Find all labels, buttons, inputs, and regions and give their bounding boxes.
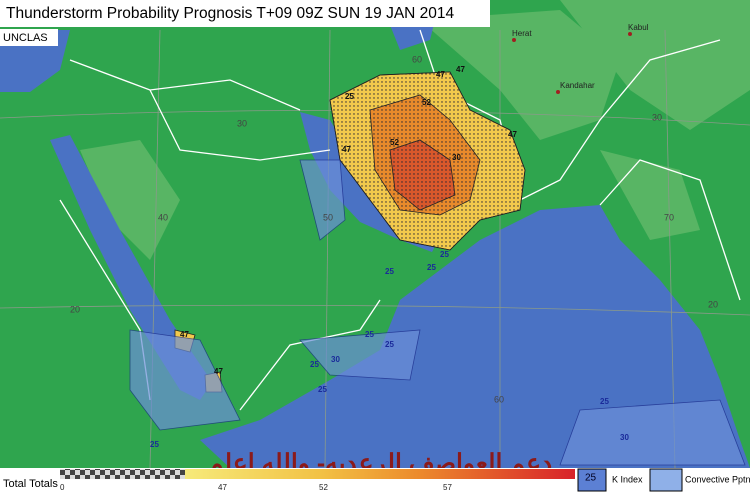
contour-label: 47 <box>436 70 445 79</box>
contour-label: 47 <box>508 130 517 139</box>
grid-label: 60 <box>494 394 504 404</box>
contour-label: 25 <box>365 330 374 339</box>
classification-box <box>0 29 58 46</box>
grid-label: 20 <box>70 304 80 314</box>
grid-label: 20 <box>708 299 718 309</box>
k-index-swatch <box>577 468 607 492</box>
scale-label: 57 <box>443 483 452 492</box>
contour-label: 30 <box>331 355 340 364</box>
contour-label: 47 <box>456 65 465 74</box>
grid-label: 60 <box>412 54 422 64</box>
city-dot <box>512 38 516 42</box>
contour-label: 25 <box>427 263 436 272</box>
contour-label: 25 <box>600 397 609 406</box>
convective-swatch <box>649 468 683 492</box>
city-dot <box>556 90 560 94</box>
grid-label: 40 <box>158 212 168 222</box>
legend-title: Total Totals <box>3 478 58 490</box>
scale-bar <box>185 469 575 479</box>
terrain <box>80 0 750 260</box>
grid-label: 50 <box>323 212 333 222</box>
contour-label: 25 <box>385 267 394 276</box>
contour-label: 47 <box>342 145 351 154</box>
city-label: Herat <box>512 29 532 38</box>
contour-label: 30 <box>620 433 629 442</box>
classification: UNCLAS <box>3 32 48 44</box>
contour-label: 30 <box>452 153 461 162</box>
scale-label: 0 <box>60 483 65 492</box>
title-box <box>0 0 490 27</box>
k-index-value: 25 <box>585 473 597 484</box>
city-label: Kabul <box>628 23 649 32</box>
k-index-areas <box>129 159 746 466</box>
storm-area <box>174 71 526 393</box>
convective-label: Convective Pptn <box>685 474 750 484</box>
contour-label: 52 <box>422 98 431 107</box>
contour-label: 47 <box>180 330 189 339</box>
contour-label: 25 <box>310 360 319 369</box>
grid-label: 30 <box>237 118 247 128</box>
contour-label: 25 <box>318 385 327 394</box>
contour-label: 25 <box>440 250 449 259</box>
contour-label: 25 <box>385 340 394 349</box>
contour-label: 25 <box>150 440 159 449</box>
contour-label: 47 <box>214 367 223 376</box>
grid-label: 30 <box>652 112 662 122</box>
city-dot <box>628 32 632 36</box>
scale-none <box>60 469 185 479</box>
city-label: Kandahar <box>560 81 595 90</box>
grid-label: 70 <box>664 212 674 222</box>
contour-label: 52 <box>390 138 399 147</box>
scale-label: 52 <box>319 483 328 492</box>
title: Thunderstorm Probability Prognosis T+09 … <box>6 5 455 22</box>
contour-label: 25 <box>345 92 354 101</box>
scale-label: 47 <box>218 483 227 492</box>
k-index-label: K Index <box>612 474 643 484</box>
